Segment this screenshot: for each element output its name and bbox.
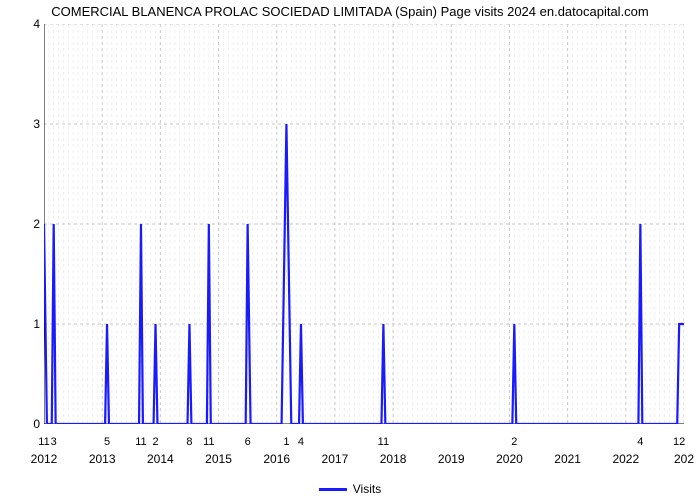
y-tick-label: 0 bbox=[33, 417, 40, 431]
legend-swatch bbox=[319, 488, 347, 491]
y-tick-label: 2 bbox=[33, 217, 40, 231]
x-major-label: 2012 bbox=[31, 452, 58, 466]
x-first-row-label: 6 bbox=[245, 436, 251, 448]
x-first-row-label: 2 bbox=[152, 436, 158, 448]
legend: Visits bbox=[0, 482, 700, 496]
x-first-row-label: 4 bbox=[298, 436, 304, 448]
legend-label: Visits bbox=[353, 482, 381, 496]
x-first-row-label: 1 bbox=[283, 436, 289, 448]
y-tick-label: 1 bbox=[33, 317, 40, 331]
x-first-row-label: 5 bbox=[104, 436, 110, 448]
y-tick-label: 3 bbox=[33, 117, 40, 131]
x-first-row-label: 4 bbox=[637, 436, 643, 448]
x-major-label: 2016 bbox=[263, 452, 290, 466]
x-major-label: 202 bbox=[674, 452, 694, 466]
x-major-label: 2021 bbox=[554, 452, 581, 466]
x-first-row-label: 12 bbox=[673, 436, 685, 448]
x-major-label: 2017 bbox=[322, 452, 349, 466]
x-major-label: 2019 bbox=[438, 452, 465, 466]
chart-svg bbox=[44, 24, 684, 424]
y-tick-label: 4 bbox=[33, 17, 40, 31]
x-first-row-label: 2 bbox=[511, 436, 517, 448]
chart-title: COMERCIAL BLANENCA PROLAC SOCIEDAD LIMIT… bbox=[0, 4, 700, 19]
x-first-row-label: 3 bbox=[51, 436, 57, 448]
x-major-label: 2020 bbox=[496, 452, 523, 466]
x-first-row-label: 11 bbox=[378, 436, 389, 448]
x-major-label: 2022 bbox=[612, 452, 639, 466]
x-first-row-label: 8 bbox=[186, 436, 192, 448]
x-first-row-label: 11 bbox=[38, 436, 49, 448]
x-major-label: 2013 bbox=[89, 452, 116, 466]
x-first-row-label: 11 bbox=[203, 436, 214, 448]
chart-container: COMERCIAL BLANENCA PROLAC SOCIEDAD LIMIT… bbox=[0, 0, 700, 500]
x-major-label: 2014 bbox=[147, 452, 174, 466]
x-first-row-label: 11 bbox=[135, 436, 146, 448]
plot-area bbox=[44, 24, 684, 424]
x-major-label: 2018 bbox=[380, 452, 407, 466]
x-major-label: 2015 bbox=[205, 452, 232, 466]
